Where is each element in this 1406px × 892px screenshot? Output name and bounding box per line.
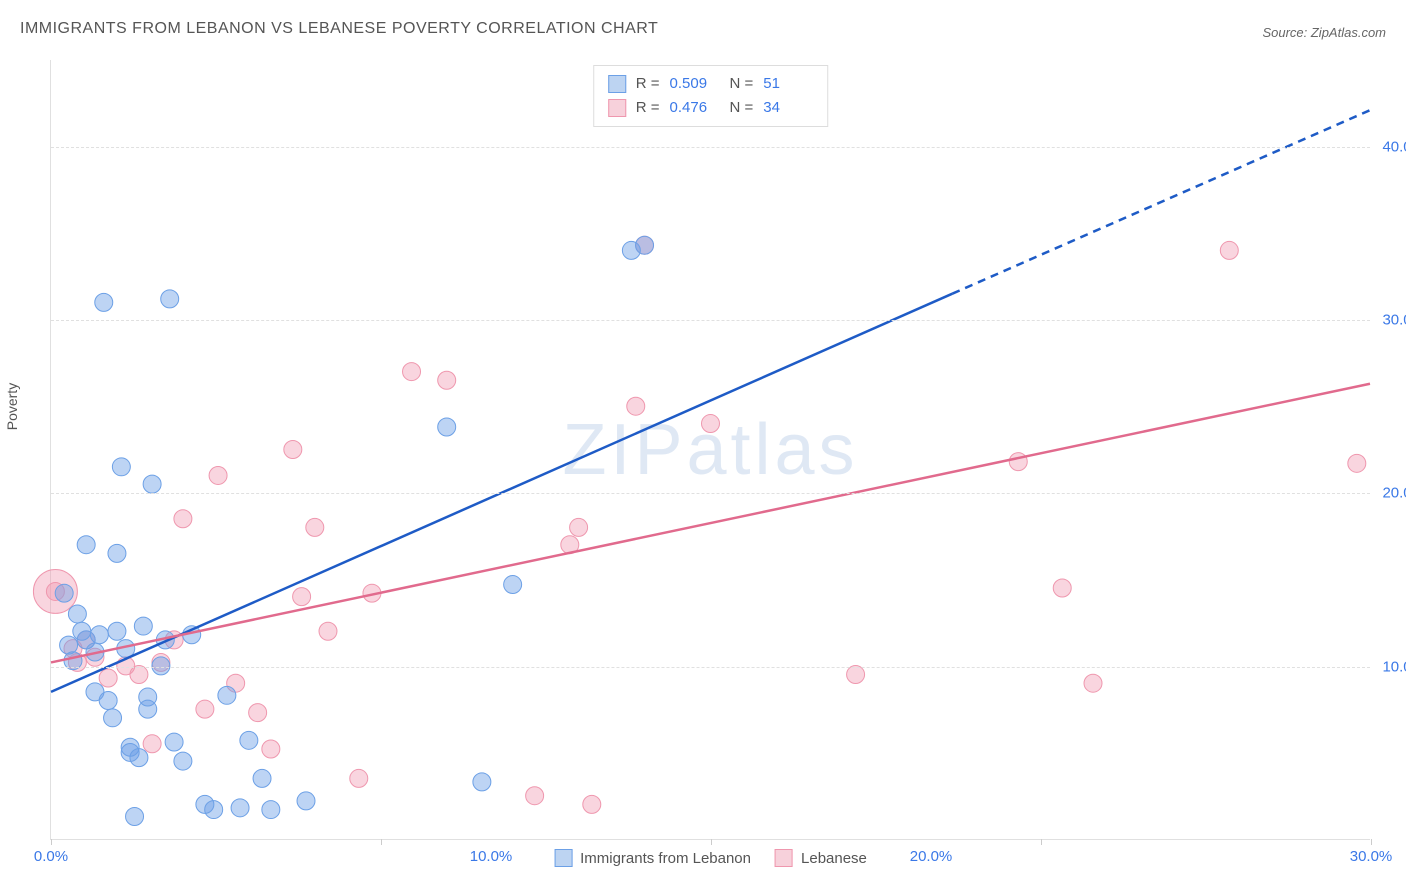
n-label: N =	[730, 96, 754, 120]
trendline-blue-dashed	[952, 110, 1370, 293]
scatter-point	[284, 441, 302, 459]
scatter-point	[293, 588, 311, 606]
x-tick-label: 30.0%	[1350, 848, 1393, 865]
gridline-h	[51, 320, 1370, 321]
scatter-point	[90, 626, 108, 644]
legend-item-b: Lebanese	[775, 849, 867, 867]
scatter-point	[438, 371, 456, 389]
r-value-b: 0.476	[670, 96, 720, 120]
scatter-point	[68, 605, 86, 623]
scatter-point	[253, 769, 271, 787]
scatter-point	[249, 704, 267, 722]
scatter-point	[306, 518, 324, 536]
legend-label-b: Lebanese	[801, 850, 867, 867]
gridline-h	[51, 147, 1370, 148]
correlation-legend-box: R = 0.509 N = 51 R = 0.476 N = 34	[593, 65, 829, 127]
scatter-point	[403, 363, 421, 381]
y-tick-label: 40.0%	[1382, 138, 1406, 155]
y-axis-label: Poverty	[4, 383, 20, 430]
y-tick-label: 30.0%	[1382, 312, 1406, 329]
scatter-point	[205, 801, 223, 819]
scatter-point	[143, 475, 161, 493]
x-tick-mark	[711, 839, 712, 845]
legend-item-a: Immigrants from Lebanon	[554, 849, 751, 867]
scatter-point	[847, 666, 865, 684]
scatter-point	[130, 749, 148, 767]
x-tick-label: 10.0%	[470, 848, 513, 865]
scatter-point	[627, 397, 645, 415]
chart-plot-area: ZIPatlas R = 0.509 N = 51 R = 0.476 N = …	[50, 60, 1370, 840]
scatter-point	[297, 792, 315, 810]
scatter-point	[504, 576, 522, 594]
scatter-point	[108, 544, 126, 562]
scatter-point	[636, 236, 654, 254]
scatter-point	[209, 466, 227, 484]
scatter-point	[1220, 241, 1238, 259]
r-label: R =	[636, 72, 660, 96]
source-attribution: Source: ZipAtlas.com	[1262, 25, 1386, 40]
legend-swatch-pink	[775, 849, 793, 867]
scatter-point	[1053, 579, 1071, 597]
scatter-point	[126, 808, 144, 826]
scatter-point	[583, 795, 601, 813]
scatter-point	[196, 700, 214, 718]
scatter-point	[99, 692, 117, 710]
scatter-point	[108, 622, 126, 640]
x-tick-mark	[1041, 839, 1042, 845]
scatter-point	[262, 740, 280, 758]
scatter-point	[473, 773, 491, 791]
scatter-point	[112, 458, 130, 476]
scatter-point	[1084, 674, 1102, 692]
scatter-svg	[51, 60, 1370, 839]
r-label: R =	[636, 96, 660, 120]
scatter-point	[319, 622, 337, 640]
legend-label-a: Immigrants from Lebanon	[580, 850, 751, 867]
scatter-point	[218, 686, 236, 704]
scatter-point	[570, 518, 588, 536]
scatter-point	[702, 415, 720, 433]
x-tick-mark	[51, 839, 52, 845]
scatter-point	[231, 799, 249, 817]
scatter-point	[139, 700, 157, 718]
scatter-point	[438, 418, 456, 436]
legend-swatch-blue	[554, 849, 572, 867]
scatter-point	[240, 731, 258, 749]
scatter-point	[55, 584, 73, 602]
scatter-point	[77, 536, 95, 554]
legend-row-series-a: R = 0.509 N = 51	[608, 72, 814, 96]
r-value-a: 0.509	[670, 72, 720, 96]
scatter-point	[350, 769, 368, 787]
scatter-point	[95, 293, 113, 311]
x-tick-label: 20.0%	[910, 848, 953, 865]
n-value-b: 34	[763, 96, 813, 120]
scatter-point	[134, 617, 152, 635]
gridline-h	[51, 667, 1370, 668]
scatter-point	[143, 735, 161, 753]
chart-title: IMMIGRANTS FROM LEBANON VS LEBANESE POVE…	[20, 20, 658, 38]
scatter-point	[99, 669, 117, 687]
x-tick-mark	[1371, 839, 1372, 845]
scatter-point	[262, 801, 280, 819]
n-label: N =	[730, 72, 754, 96]
legend-swatch-pink	[608, 99, 626, 117]
series-legend: Immigrants from Lebanon Lebanese	[554, 849, 867, 867]
n-value-a: 51	[763, 72, 813, 96]
legend-row-series-b: R = 0.476 N = 34	[608, 96, 814, 120]
scatter-point	[161, 290, 179, 308]
scatter-point	[104, 709, 122, 727]
legend-swatch-blue	[608, 75, 626, 93]
y-tick-label: 10.0%	[1382, 658, 1406, 675]
scatter-point	[1348, 454, 1366, 472]
gridline-h	[51, 493, 1370, 494]
scatter-point	[526, 787, 544, 805]
scatter-point	[130, 666, 148, 684]
scatter-point	[174, 752, 192, 770]
scatter-point	[174, 510, 192, 528]
scatter-point	[165, 733, 183, 751]
x-tick-mark	[381, 839, 382, 845]
y-tick-label: 20.0%	[1382, 485, 1406, 502]
x-tick-label: 0.0%	[34, 848, 68, 865]
scatter-point	[1009, 453, 1027, 471]
